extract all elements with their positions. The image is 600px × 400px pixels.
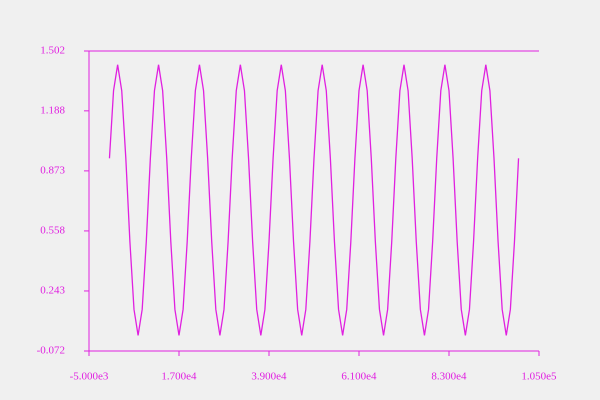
x-tick-label: 1.050e5 [521,371,557,383]
y-tick-label: 0.873 [40,164,65,176]
y-tick-label: 1.502 [40,45,65,57]
y-tick-label: 1.188 [40,104,65,116]
y-tick-label: -0.072 [37,345,65,357]
x-tick-label: -5.000e3 [70,371,109,383]
x-tick-label: 1.700e4 [161,371,197,383]
data-line [108,64,520,336]
y-tick-label: 0.558 [40,224,65,236]
y-tick-label: 0.243 [40,284,65,296]
x-tick-label: 8.300e4 [431,371,467,383]
x-tick-label: 3.900e4 [251,371,287,383]
x-tick-label: 6.100e4 [341,371,377,383]
